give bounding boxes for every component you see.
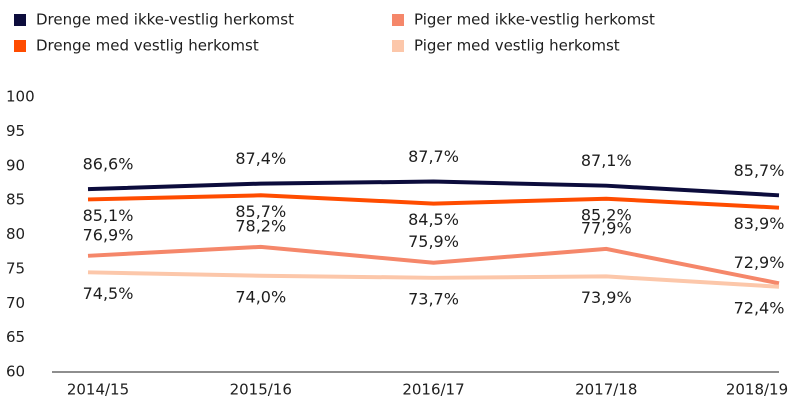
legend-label: Piger med vestlig herkomst	[414, 37, 620, 55]
data-label: 83,9%	[734, 214, 785, 233]
data-label: 73,9%	[581, 288, 632, 307]
x-tick-label: 2014/15	[67, 381, 129, 399]
series-line	[87, 244, 780, 286]
data-label: 74,0%	[235, 287, 286, 306]
y-tick-label: 85	[6, 191, 25, 209]
data-label: 85,1%	[83, 206, 134, 225]
x-tick-label: 2015/16	[230, 381, 292, 399]
x-tick-label: 2018/19	[726, 381, 788, 399]
data-label: 74,5%	[83, 284, 134, 303]
data-label: 73,7%	[408, 289, 459, 308]
data-label: 87,1%	[581, 151, 632, 170]
y-tick-label: 95	[6, 122, 25, 140]
legend-label: Piger med ikke-vestlig herkomst	[414, 11, 655, 29]
data-label: 76,9%	[83, 225, 134, 244]
series-line	[87, 179, 780, 198]
legend-label: Drenge med vestlig herkomst	[36, 37, 259, 55]
y-tick-label: 90	[6, 156, 25, 174]
y-tick-label: 65	[6, 328, 25, 346]
x-tick-label: 2017/18	[575, 381, 637, 399]
data-label: 86,6%	[83, 155, 134, 174]
series-line	[87, 193, 780, 210]
y-tick-label: 70	[6, 294, 25, 312]
legend-swatch	[14, 40, 26, 52]
data-label: 77,9%	[581, 218, 632, 237]
y-tick-label: 80	[6, 225, 25, 243]
y-tick-label: 75	[6, 259, 25, 277]
data-label: 87,7%	[408, 147, 459, 166]
data-label: 85,7%	[235, 202, 286, 221]
series-line	[87, 270, 780, 289]
legend-swatch	[392, 14, 404, 26]
data-label: 87,4%	[235, 149, 286, 168]
y-tick-label: 60	[6, 363, 25, 381]
legend-swatch	[14, 14, 26, 26]
data-label: 72,9%	[734, 253, 785, 272]
legend-swatch	[392, 40, 404, 52]
data-label: 72,4%	[734, 298, 785, 317]
x-tick-label: 2016/17	[402, 381, 464, 399]
data-label: 85,7%	[734, 161, 785, 180]
legend-label: Drenge med ikke-vestlig herkomst	[36, 11, 294, 29]
data-label: 75,9%	[408, 232, 459, 251]
data-label: 78,2%	[235, 216, 286, 235]
data-label: 84,5%	[408, 210, 459, 229]
data-label: 85,2%	[581, 205, 632, 224]
y-tick-label: 100	[6, 88, 35, 106]
